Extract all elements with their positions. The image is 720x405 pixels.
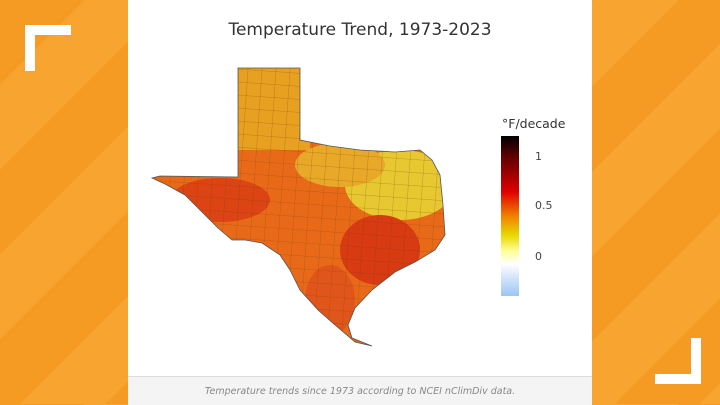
state-outline [150,67,446,347]
caption-bar: Temperature trends since 1973 according … [128,376,592,405]
legend-title: °F/decade [502,116,566,131]
caption: Temperature trends since 1973 according … [204,386,516,397]
corner-bracket-bottom-right [655,338,701,384]
colorbar-tick: 0.5 [535,199,553,212]
colorbar [501,136,519,296]
corner-bracket-top-left [25,25,71,71]
colorbar-tick: 0 [535,250,542,263]
colorbar-tick: 1 [535,150,542,163]
map-title: Temperature Trend, 1973-2023 [228,20,492,40]
